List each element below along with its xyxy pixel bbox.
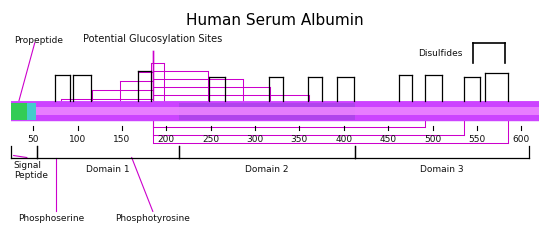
Bar bbox=[11, 108, 539, 115]
Text: 550: 550 bbox=[468, 134, 486, 143]
Text: Domain 3: Domain 3 bbox=[420, 164, 464, 173]
Text: Propeptide: Propeptide bbox=[14, 36, 63, 45]
Text: 150: 150 bbox=[113, 134, 130, 143]
Text: 50: 50 bbox=[28, 134, 39, 143]
Bar bbox=[11, 103, 27, 120]
Text: 400: 400 bbox=[335, 134, 353, 143]
Text: 600: 600 bbox=[513, 134, 530, 143]
Text: 200: 200 bbox=[158, 134, 175, 143]
Text: 100: 100 bbox=[69, 134, 86, 143]
Text: 500: 500 bbox=[424, 134, 441, 143]
Text: Potential Glucosylation Sites: Potential Glucosylation Sites bbox=[84, 34, 223, 44]
Text: Domain 2: Domain 2 bbox=[245, 164, 289, 173]
Bar bbox=[27, 103, 36, 120]
Bar bbox=[179, 103, 355, 120]
Text: Phosphoserine: Phosphoserine bbox=[18, 213, 84, 222]
Text: 450: 450 bbox=[379, 134, 397, 143]
Text: Human Serum Albumin: Human Serum Albumin bbox=[186, 13, 364, 28]
Text: Domain 1: Domain 1 bbox=[86, 164, 130, 173]
FancyBboxPatch shape bbox=[7, 102, 543, 122]
Text: Disulfides: Disulfides bbox=[418, 49, 463, 58]
Text: 350: 350 bbox=[291, 134, 308, 143]
Text: 300: 300 bbox=[246, 134, 263, 143]
Text: Signal
Peptide: Signal Peptide bbox=[14, 160, 48, 179]
Text: Phosphotyrosine: Phosphotyrosine bbox=[116, 213, 190, 222]
Text: 250: 250 bbox=[202, 134, 219, 143]
